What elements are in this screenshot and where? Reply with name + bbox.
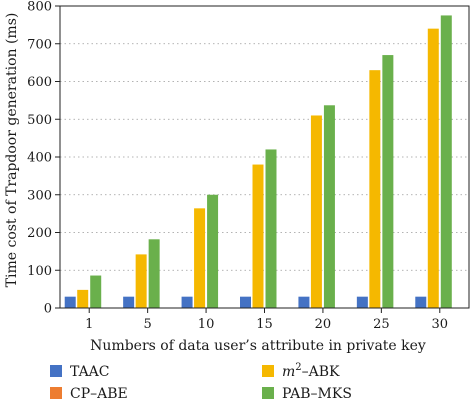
x-tick-label: 1	[85, 317, 93, 332]
legend-label-taac: TAAC	[70, 364, 110, 380]
bar-pab-mks-30	[440, 15, 452, 308]
y-tick-labels: 0 100 200 300 400 500 600 700 800	[27, 0, 52, 317]
legend-label-pab-mks: PAB–MKS	[282, 386, 352, 401]
bar-m-abk-1	[77, 289, 89, 308]
y-tick-label: 0	[44, 302, 52, 317]
bars	[64, 15, 452, 309]
x-tick-label: 30	[432, 317, 449, 332]
legend-label-m-abk: m2–ABK	[282, 362, 340, 380]
bar-m-abk-25	[369, 70, 381, 308]
y-axis-title: Time cost of Trapdoor generation (ms)	[4, 13, 20, 288]
bar-taac-25	[356, 296, 368, 308]
y-tick-label: 200	[27, 226, 52, 241]
x-axis-title: Numbers of data user’s attribute in priv…	[90, 338, 426, 354]
x-tick-labels: 1 5 10 15 20 25 30	[85, 317, 448, 332]
x-tick-label: 5	[144, 317, 152, 332]
y-tick-label: 700	[27, 37, 52, 52]
legend-label-cp-abe: CP–ABE	[70, 386, 128, 401]
legend-swatch-pab-mks	[262, 387, 274, 399]
legend-swatch-cp-abe	[50, 387, 62, 399]
x-tick-label: 20	[315, 317, 332, 332]
x-tick-label: 25	[373, 317, 390, 332]
bar-m-abk-15	[252, 164, 264, 308]
bar-taac-30	[415, 296, 427, 308]
y-tick-label: 300	[27, 188, 52, 203]
y-tick-label: 500	[27, 113, 52, 128]
bar-pab-mks-10	[207, 194, 219, 308]
axes	[55, 5, 470, 313]
bar-taac-20	[298, 296, 310, 308]
bar-pab-mks-1	[90, 275, 102, 308]
bar-m-abk-10	[194, 208, 206, 308]
plot-frame	[59, 5, 470, 309]
bar-taac-10	[181, 296, 193, 308]
bar-pab-mks-20	[323, 105, 335, 308]
x-tick-label: 15	[256, 317, 273, 332]
bar-pab-mks-5	[148, 239, 160, 308]
bar-m-abk-20	[310, 115, 322, 308]
bar-m-abk-30	[427, 28, 439, 309]
bar-pab-mks-25	[382, 55, 394, 309]
y-tick-label: 100	[27, 264, 52, 279]
x-tick-label: 10	[198, 317, 215, 332]
y-tick-label: 400	[27, 151, 52, 166]
grid-lines	[60, 43, 469, 271]
bar-taac-5	[123, 296, 135, 308]
legend: TAAC m2–ABK CP–ABE PAB–MKS	[50, 362, 352, 401]
bar-pab-mks-15	[265, 149, 277, 308]
bar-m-abk-5	[135, 254, 147, 308]
y-tick-label: 600	[27, 75, 52, 90]
legend-swatch-taac	[50, 365, 62, 377]
bar-taac-15	[240, 296, 251, 308]
y-tick-label: 800	[27, 0, 52, 15]
bar-taac-1	[64, 296, 76, 308]
legend-swatch-m-abk	[262, 365, 274, 377]
